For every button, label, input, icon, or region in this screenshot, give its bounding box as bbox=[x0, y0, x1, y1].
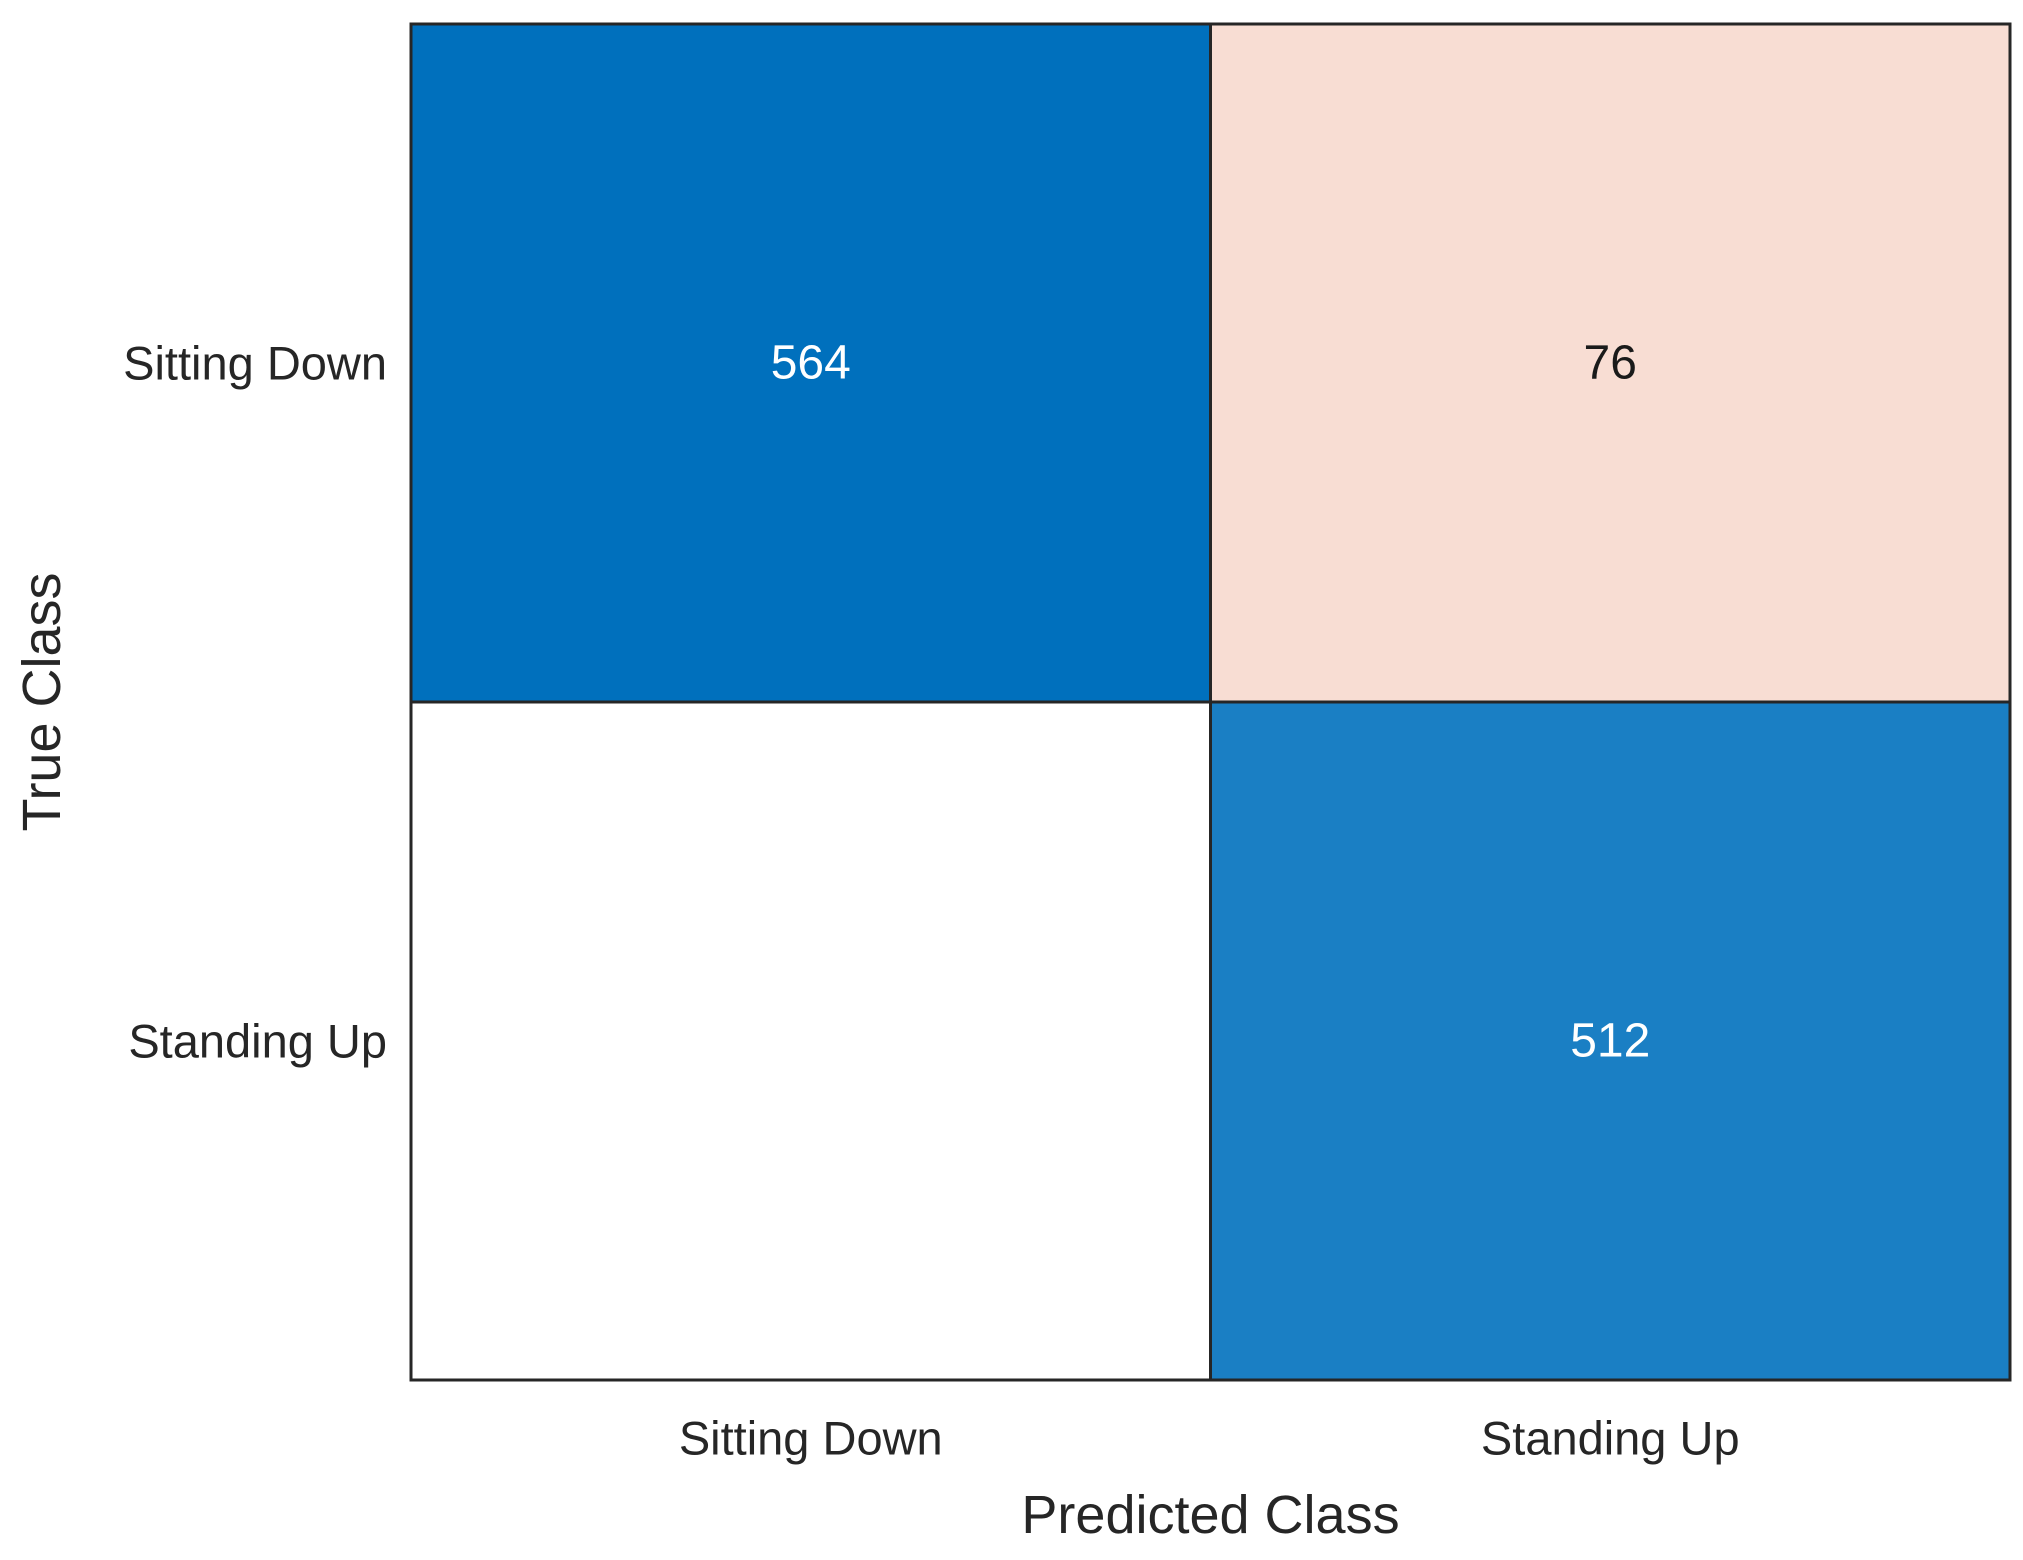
plot-frame bbox=[409, 22, 2012, 1382]
y-tick-label: Sitting Down bbox=[123, 337, 387, 390]
x-tick-labels: Sitting Down Standing Up bbox=[679, 1412, 1740, 1465]
cell-value-label: 76 bbox=[1584, 337, 1637, 390]
matrix-cell-r1-c1 bbox=[1209, 700, 2012, 1382]
matrix-cell-r1-c0 bbox=[409, 700, 1212, 1382]
matrix-cell-r0-c0 bbox=[409, 22, 1212, 704]
matrix-cell-r0-c1 bbox=[1209, 22, 2012, 704]
y-axis-label: True Class bbox=[12, 572, 72, 831]
cell-labels-layer: 564 76 512 bbox=[771, 337, 1651, 1068]
cell-value-label: 512 bbox=[1570, 1015, 1650, 1068]
x-axis-label: Predicted Class bbox=[1021, 1485, 1399, 1545]
cells-layer bbox=[409, 22, 2012, 1382]
cell-value-label: 564 bbox=[771, 337, 851, 390]
y-tick-label: Standing Up bbox=[128, 1015, 387, 1068]
x-tick-label: Standing Up bbox=[1481, 1412, 1740, 1465]
y-tick-labels: Sitting Down Standing Up bbox=[123, 337, 387, 1068]
x-tick-label: Sitting Down bbox=[679, 1412, 943, 1465]
